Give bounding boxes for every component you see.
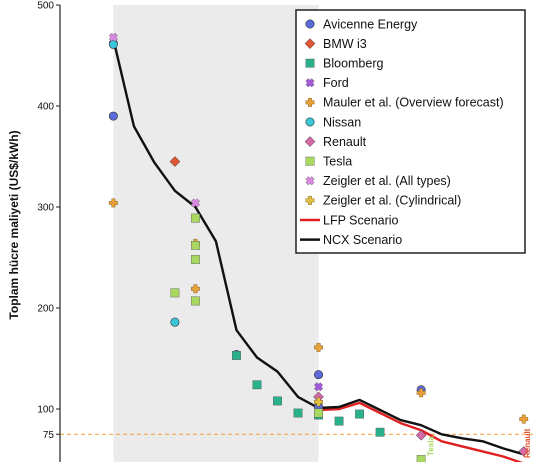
data-point: [252, 380, 262, 390]
data-point: [416, 388, 426, 398]
legend-label: Zeigler et al. (Cylindrical): [323, 194, 461, 208]
legend-swatch: [305, 117, 315, 127]
y-tick-label: 400: [37, 102, 54, 113]
y-tick-label: 500: [37, 1, 54, 12]
legend-swatch: [305, 58, 315, 68]
shaded-region: [113, 5, 319, 462]
legend-swatch: [305, 97, 315, 107]
data-point: [314, 408, 323, 418]
legend-label: BMW i3: [323, 37, 367, 51]
y-tick-label: 200: [37, 304, 54, 315]
data-point: [191, 213, 200, 223]
legend-label: Mauler et al. (Overview forecast): [323, 96, 504, 110]
data-point: [170, 288, 180, 298]
y-tick-label: 300: [37, 203, 54, 214]
data-point: [191, 284, 200, 294]
data-point: [169, 156, 181, 167]
vertical-label: Renault: [523, 428, 532, 458]
vertical-label: Tesla: [426, 436, 435, 456]
legend-label: Bloomberg: [323, 57, 383, 71]
y-axis-title: Toplam hücre maliyeti (US$/kWh): [7, 130, 21, 319]
data-point: [519, 414, 529, 424]
data-point: [518, 446, 530, 457]
data-point: [191, 240, 200, 250]
x-marker-shape: [305, 78, 315, 88]
legend: Avicenne Energy BMW i3 Bloomberg Ford Mauler…: [295, 9, 526, 254]
data-point: [355, 409, 364, 419]
data-point: [314, 370, 324, 380]
data-point: [191, 255, 200, 264]
legend-swatch: [305, 176, 315, 186]
legend-label: Avicenne Energy: [323, 17, 418, 31]
data-point: [334, 416, 344, 426]
data-point: [170, 317, 180, 327]
axes: 100 200 300 400 500 75: [37, 1, 61, 462]
data-point: [108, 39, 118, 49]
legend-swatch: [305, 195, 315, 205]
legend-label: NCX Scenario: [323, 233, 402, 247]
data-point: [314, 397, 323, 407]
data-point: [416, 455, 426, 462]
legend-label: Tesla: [323, 155, 352, 169]
data-point: [314, 382, 324, 392]
y-tick-label: 75: [43, 430, 55, 441]
data-point: [415, 429, 427, 441]
x-marker-shape: [108, 32, 118, 42]
legend-label: Ford: [323, 76, 349, 90]
data-point: [108, 198, 118, 208]
data-point: [293, 408, 303, 418]
x-marker-shape: [314, 382, 324, 392]
data-point: [108, 32, 118, 42]
legend-swatch: [305, 156, 315, 166]
legend-label: Renault: [323, 135, 367, 149]
legend-swatch: [305, 78, 315, 88]
x-marker-shape: [305, 176, 315, 186]
data-point: [108, 111, 118, 121]
legend-swatch: [304, 136, 316, 147]
data-points: [108, 32, 530, 462]
y-tick-label: 100: [37, 405, 54, 416]
legend-label: Zeigler et al. (All types): [323, 174, 451, 188]
data-point: [232, 351, 241, 360]
data-point: [314, 342, 323, 352]
legend-box: [295, 9, 526, 254]
data-point: [375, 427, 385, 437]
legend-label: LFP Scenario: [323, 213, 399, 227]
data-point: [191, 296, 200, 306]
x-marker-shape: [190, 198, 200, 208]
plot-background: [113, 5, 319, 462]
vertical-labels: Tesla Renault: [426, 428, 531, 458]
data-point: [273, 396, 282, 406]
legend-label: Nissan: [323, 115, 361, 129]
legend-swatch: [305, 19, 315, 29]
legend-swatch: [304, 38, 316, 49]
data-point: [190, 198, 200, 208]
